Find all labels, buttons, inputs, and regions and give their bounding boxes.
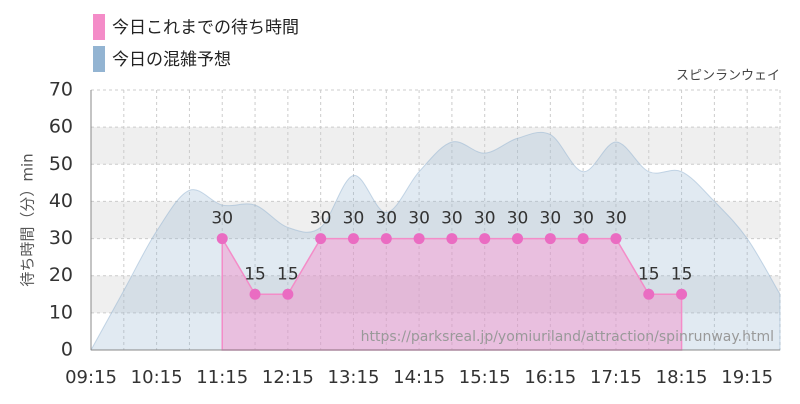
point bbox=[577, 233, 589, 245]
point bbox=[347, 233, 359, 245]
x-tick-label: 14:15 bbox=[393, 367, 445, 388]
annotation: https://parksreal.jp/yomiuriland/attract… bbox=[361, 329, 774, 345]
y-tick-label: 70 bbox=[49, 79, 73, 101]
point bbox=[380, 233, 392, 245]
y-tick-label: 40 bbox=[49, 190, 73, 212]
value-label: 30 bbox=[310, 209, 332, 229]
legend-label: 今日これまでの待ち時間 bbox=[112, 18, 299, 38]
y-tick-label: 50 bbox=[49, 153, 73, 175]
point bbox=[446, 233, 458, 245]
value-label: 30 bbox=[375, 209, 397, 229]
x-tick-label: 12:15 bbox=[262, 367, 314, 388]
point bbox=[544, 233, 556, 245]
value-label: 30 bbox=[343, 209, 365, 229]
point bbox=[643, 288, 655, 300]
chart-subtitle: スピンランウェイ bbox=[676, 69, 780, 84]
legend-swatch bbox=[93, 14, 105, 40]
x-tick-label: 13:15 bbox=[328, 367, 380, 388]
point bbox=[216, 233, 228, 245]
point bbox=[479, 233, 491, 245]
x-tick-label: 18:15 bbox=[656, 367, 708, 388]
value-label: 15 bbox=[277, 264, 299, 284]
value-label: 15 bbox=[638, 264, 660, 284]
x-tick-label: 09:15 bbox=[65, 367, 117, 388]
y-tick-label: 20 bbox=[49, 264, 73, 286]
legend-label: 今日の混雑予想 bbox=[112, 50, 231, 70]
value-label: 30 bbox=[540, 209, 562, 229]
point bbox=[676, 288, 688, 300]
x-tick-label: 11:15 bbox=[196, 367, 248, 388]
grid-band bbox=[91, 201, 780, 239]
forecast-area bbox=[90, 131, 781, 351]
value-label: 30 bbox=[408, 209, 430, 229]
grid-band bbox=[91, 127, 780, 165]
point bbox=[315, 233, 327, 245]
y-tick-label: 30 bbox=[49, 227, 73, 249]
x-tick-label: 19:15 bbox=[721, 367, 773, 388]
value-label: 30 bbox=[211, 209, 233, 229]
x-tick-label: 10:15 bbox=[131, 367, 183, 388]
value-label: 30 bbox=[507, 209, 529, 229]
value-label: 30 bbox=[572, 209, 594, 229]
x-tick-label: 17:15 bbox=[590, 367, 642, 388]
value-label: 30 bbox=[441, 209, 463, 229]
value-label: 30 bbox=[474, 209, 496, 229]
value-label: 15 bbox=[671, 264, 693, 284]
actual-area bbox=[221, 235, 683, 351]
point bbox=[413, 233, 425, 245]
point bbox=[282, 288, 294, 300]
x-tick-label: 15:15 bbox=[459, 367, 511, 388]
point bbox=[249, 288, 261, 300]
value-label: 15 bbox=[244, 264, 266, 284]
y-tick-label: 60 bbox=[49, 116, 73, 138]
point bbox=[610, 233, 622, 245]
y-tick-label: 0 bbox=[61, 339, 73, 361]
x-tick-label: 16:15 bbox=[524, 367, 576, 388]
value-label: 30 bbox=[605, 209, 627, 229]
legend-swatch bbox=[93, 46, 105, 72]
point bbox=[512, 233, 524, 245]
y-tick-label: 10 bbox=[49, 301, 73, 323]
y-axis-label: 待ち時間（分）min bbox=[19, 153, 37, 286]
